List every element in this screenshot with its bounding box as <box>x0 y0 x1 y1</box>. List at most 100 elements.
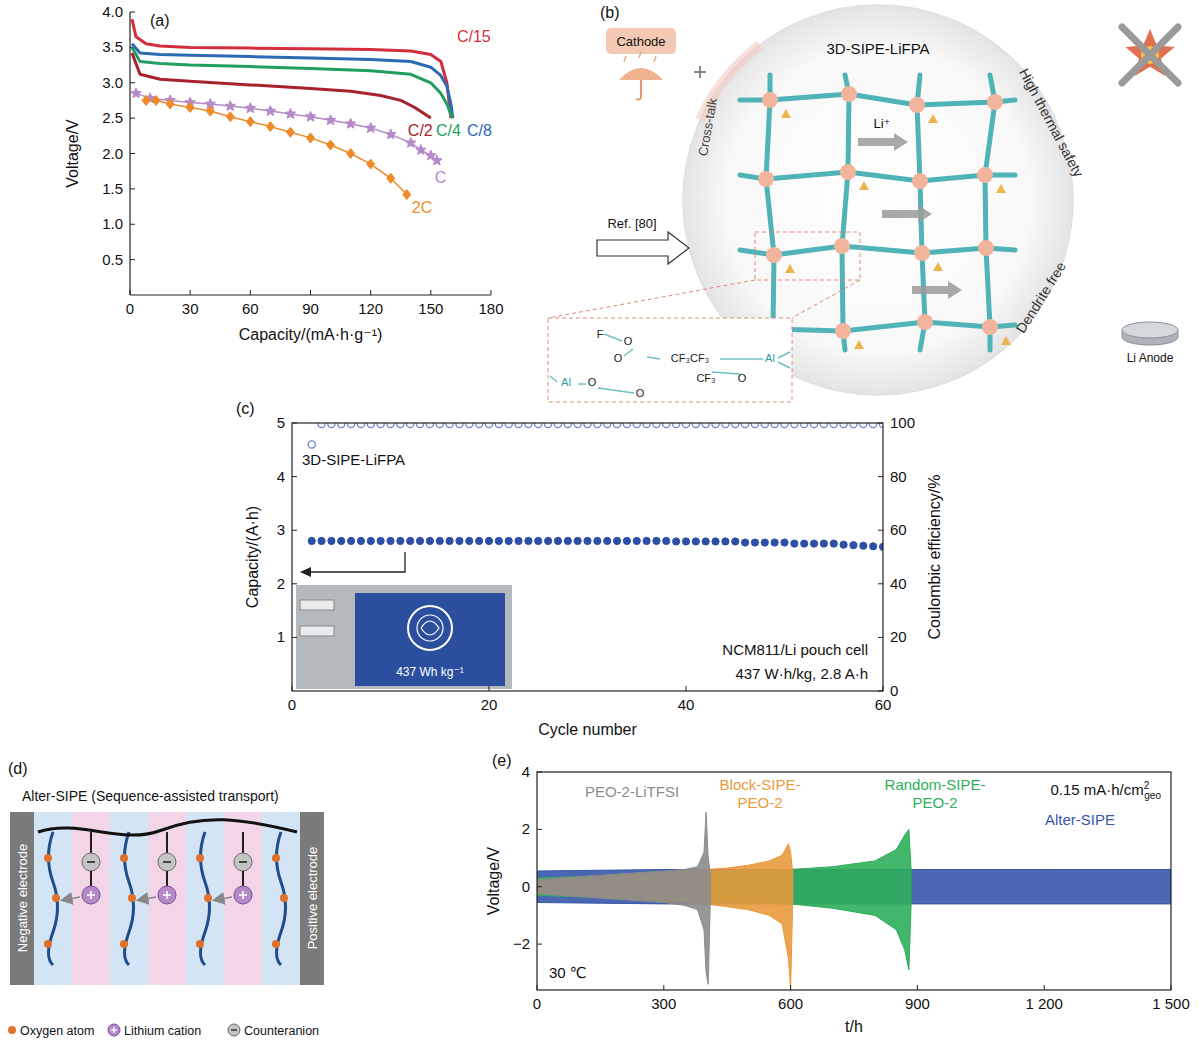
oxygen-atom <box>120 854 128 862</box>
data-point <box>820 423 827 428</box>
atom-label: Al <box>765 352 775 364</box>
data-point <box>742 539 749 546</box>
data-point <box>761 539 768 546</box>
polymer-chain <box>842 75 849 350</box>
data-point <box>781 423 788 428</box>
x-tick <box>790 985 791 990</box>
y-tick-label: 2 <box>277 575 285 592</box>
x-tick-label: 0 <box>533 995 541 1012</box>
data-point <box>574 537 581 544</box>
data-point <box>554 537 561 544</box>
ion-arrow <box>912 281 962 299</box>
plus-sign <box>90 891 92 899</box>
panel-letter: (b) <box>600 4 620 21</box>
data-point <box>623 423 630 428</box>
ring-label: Dendrite free <box>1013 259 1070 336</box>
data-point <box>761 423 768 428</box>
crosslink-node <box>762 92 778 108</box>
crosslink-node <box>987 94 1003 110</box>
ref-arrow <box>597 232 689 264</box>
zoom-line <box>792 280 860 318</box>
y-tick-label: −2 <box>513 935 530 952</box>
stem <box>166 832 168 853</box>
data-point <box>466 537 473 544</box>
ion-label: Li⁺ <box>874 116 891 131</box>
data-point <box>446 537 453 544</box>
crosslink-node <box>982 319 998 335</box>
stripe <box>186 812 224 985</box>
x-tick <box>430 290 431 295</box>
y-axis-title: Capacity/(A·h) <box>244 506 261 608</box>
stripe <box>148 812 186 985</box>
data-point <box>308 537 315 544</box>
stripe <box>72 812 110 985</box>
series-marker <box>266 122 274 132</box>
cathode-label: Cathode <box>616 34 665 49</box>
series-marker <box>285 108 296 118</box>
tab <box>300 600 334 610</box>
data-point <box>348 423 355 428</box>
data-point <box>416 423 423 428</box>
capacity-sub: geo <box>1144 790 1161 801</box>
data-point <box>732 423 739 428</box>
zoom-line <box>548 280 755 318</box>
anion-site <box>996 184 1006 193</box>
y2-tick-label: 0 <box>890 682 898 699</box>
y-tick-label: 4.0 <box>102 3 123 20</box>
data-point <box>357 423 364 428</box>
oxygen-atom <box>52 894 60 902</box>
data-point <box>416 537 423 544</box>
bond <box>778 362 790 368</box>
data-point <box>653 537 660 544</box>
data-point <box>328 423 335 428</box>
y-tick <box>292 423 297 424</box>
logo <box>417 615 443 641</box>
crosslink-node <box>912 173 928 189</box>
oxygen-atom <box>272 854 280 862</box>
x-tick <box>292 686 293 691</box>
voltage-band <box>537 844 793 990</box>
data-point <box>791 423 798 428</box>
minus-sign <box>239 861 247 863</box>
oxygen-atom <box>120 940 128 948</box>
atom-label: CF₃CF₃ <box>671 352 709 364</box>
series-line <box>136 93 437 160</box>
atom-label: CF₃ <box>696 372 715 384</box>
x-tick <box>370 290 371 295</box>
data-point <box>633 423 640 428</box>
series-marker <box>225 101 236 111</box>
data-point <box>712 538 719 545</box>
annotation: NCM811/Li pouch cell <box>722 641 868 658</box>
panel-letter: (e) <box>492 752 512 769</box>
data-point <box>820 540 827 547</box>
y2-tick <box>878 476 883 477</box>
key-label: Oxygen atom <box>20 1024 94 1038</box>
data-point <box>426 537 433 544</box>
data-point <box>830 423 837 428</box>
x-tick-label: 150 <box>418 300 443 317</box>
electrode <box>10 812 34 985</box>
annotation: 3D-SIPE-LiFPA <box>302 451 405 468</box>
panel-letter: (a) <box>150 12 170 29</box>
data-point <box>732 538 739 545</box>
data-point <box>318 537 325 544</box>
series-label: 2C <box>412 199 432 216</box>
series-label: Block-SIPE-PEO-2 <box>720 776 801 811</box>
x-tick-label: 600 <box>778 995 803 1012</box>
annotation: 437 W·h/kg, 2.8 A·h <box>735 665 868 682</box>
data-point <box>545 423 552 428</box>
x-tick-label: 60 <box>875 696 892 713</box>
data-point <box>623 537 630 544</box>
data-point <box>377 423 384 428</box>
umbrella-handle <box>636 80 641 100</box>
y-tick-label: 1.0 <box>102 215 123 232</box>
stem <box>242 871 244 886</box>
series-marker <box>432 155 443 165</box>
series-marker <box>345 118 355 128</box>
y-tick-label: 5 <box>277 414 285 431</box>
data-point <box>515 537 522 544</box>
drop <box>624 56 626 62</box>
inset-photo <box>296 585 512 689</box>
series-marker <box>403 190 411 200</box>
oxygen-atom <box>196 940 204 948</box>
